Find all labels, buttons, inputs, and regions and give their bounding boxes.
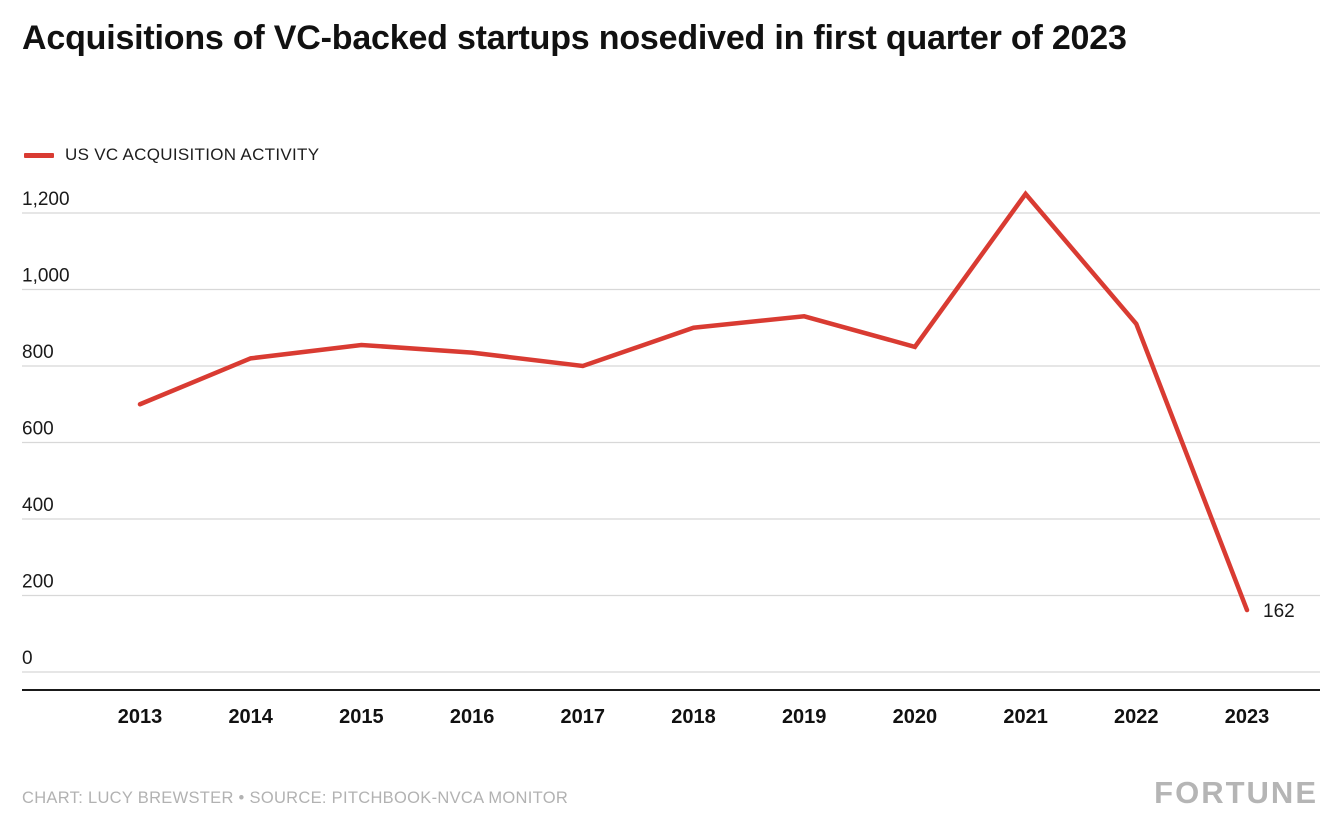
x-tick-label: 2016	[450, 706, 495, 728]
series-line	[137, 190, 1250, 613]
legend-label: US VC ACQUISITION ACTIVITY	[65, 145, 320, 164]
x-tick-label: 2018	[671, 706, 716, 728]
y-tick-label: 0	[22, 648, 33, 669]
legend: US VC ACQUISITION ACTIVITY	[24, 145, 319, 165]
y-tick-label: 1,200	[22, 189, 70, 210]
y-tick-label: 600	[22, 419, 54, 440]
end-value-label: 162	[1263, 601, 1295, 622]
x-tick-label: 2013	[118, 706, 163, 728]
x-tick-label: 2022	[1114, 706, 1159, 728]
x-tick-label: 2015	[339, 706, 384, 728]
chart-title: Acquisitions of VC-backed startups nosed…	[22, 19, 1127, 57]
legend-line-swatch	[24, 152, 54, 158]
y-tick-label: 400	[22, 495, 54, 516]
x-tick-label: 2017	[561, 706, 606, 728]
y-tick-label: 200	[22, 572, 54, 593]
chart-svg: 0 200 400 600 800 1,000 1,200 2013 2014 2015 2016 2…	[22, 189, 1320, 728]
x-tick-label: 2023	[1225, 706, 1270, 728]
x-tick-label: 2020	[893, 706, 938, 728]
footer-credit: CHART: LUCY BREWSTER • SOURCE: PITCHBOOK…	[22, 789, 569, 807]
x-tick-label: 2019	[782, 706, 827, 728]
line-chart: 0 200 400 600 800 1,000 1,200 2013 2014 2015 2016 2…	[0, 180, 1342, 750]
x-tick-label: 2014	[228, 706, 273, 728]
y-tick-label: 800	[22, 342, 54, 363]
fortune-logo: FORTUNE	[1154, 775, 1318, 810]
x-tick-label: 2021	[1003, 706, 1048, 728]
y-tick-label: 1,000	[22, 266, 70, 287]
